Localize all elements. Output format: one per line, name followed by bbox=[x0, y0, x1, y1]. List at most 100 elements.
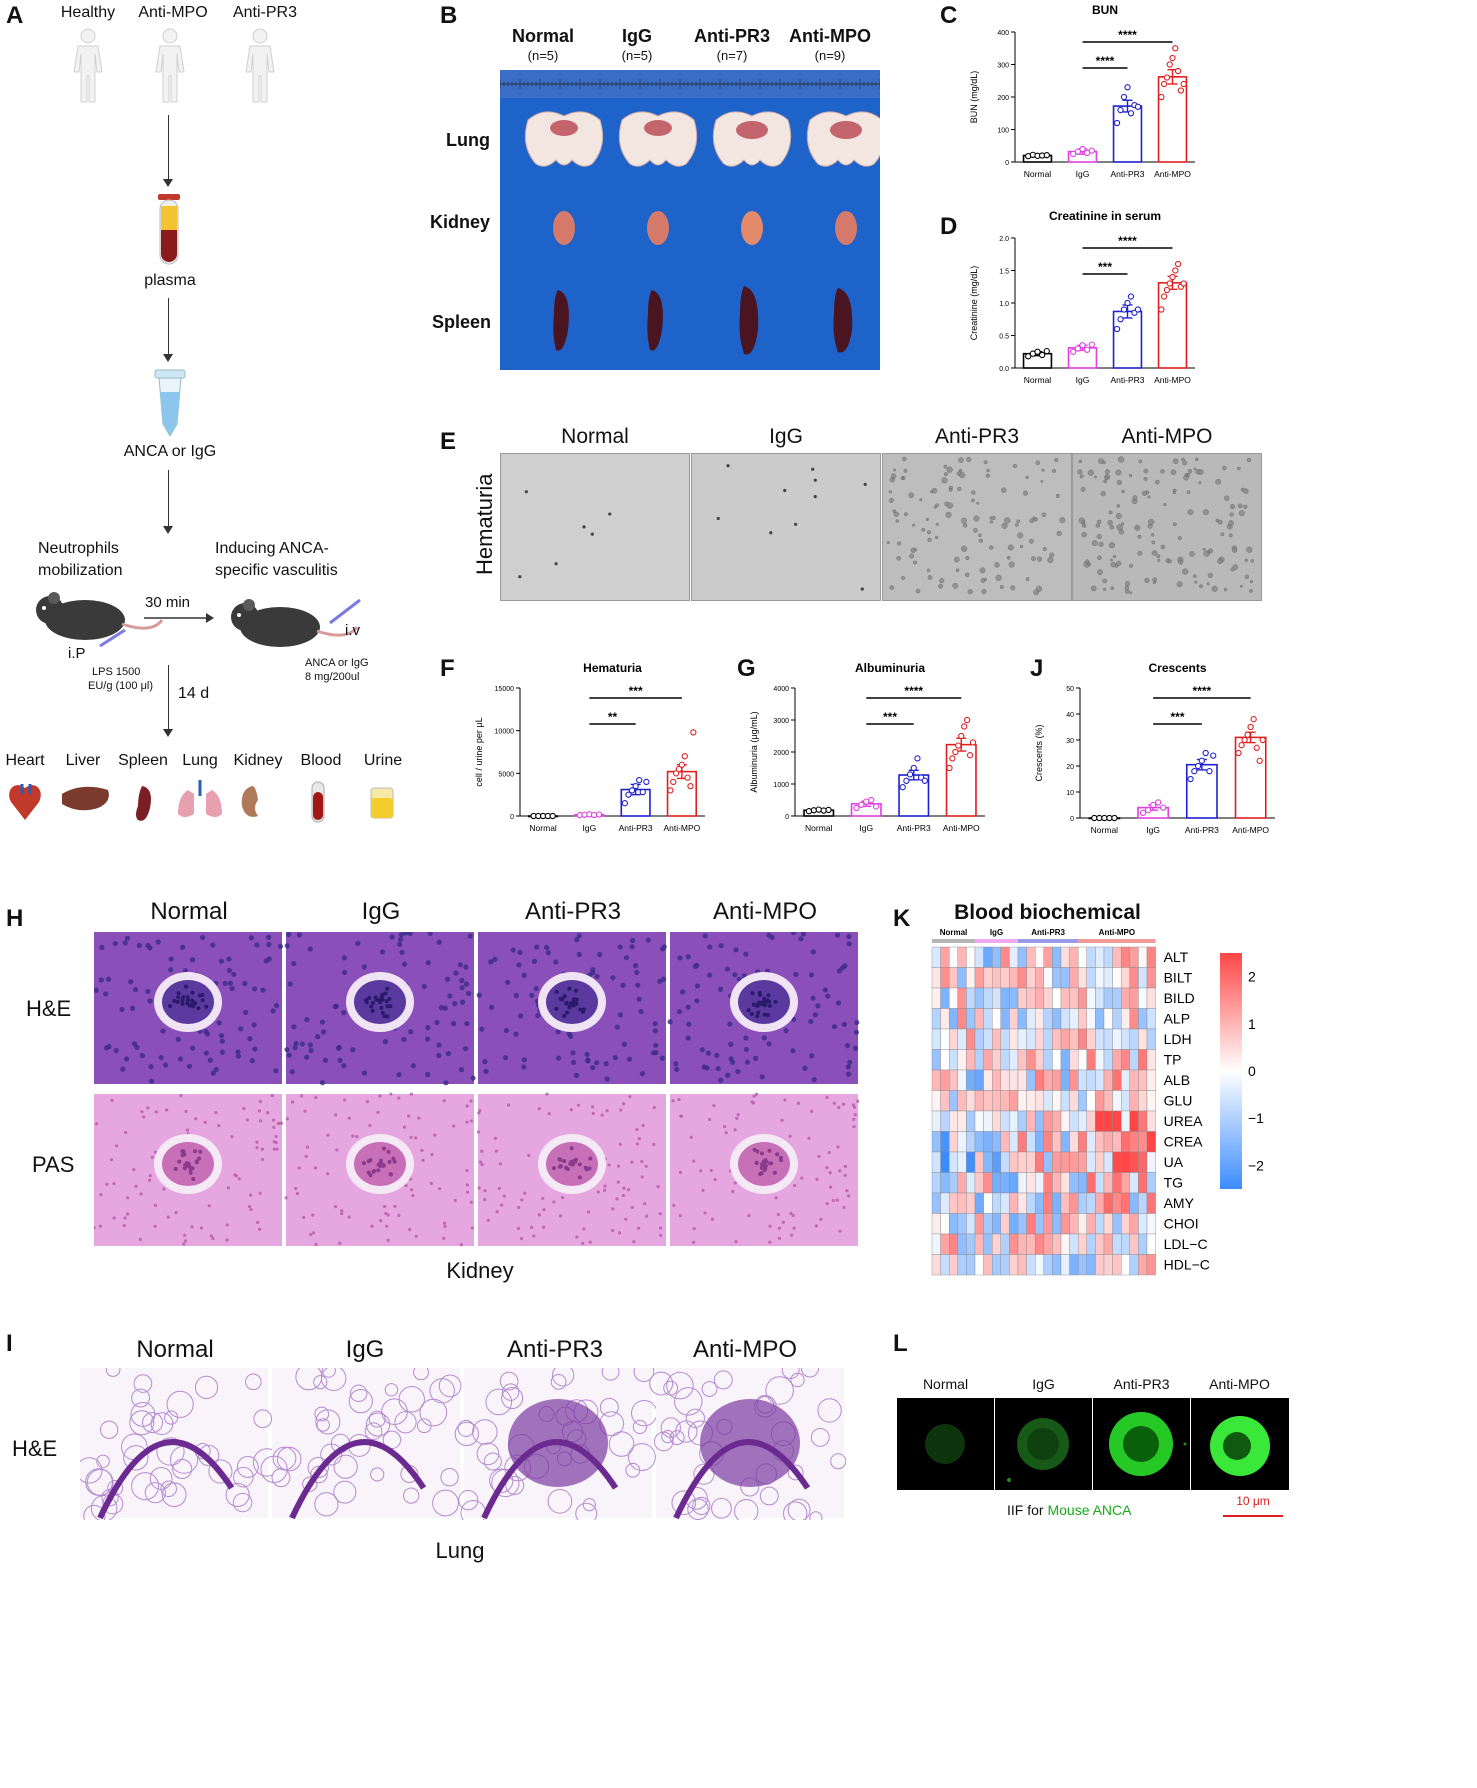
heatmap-cell bbox=[974, 1151, 984, 1173]
heatmap-cell bbox=[1034, 1131, 1044, 1153]
heatmap-cell bbox=[1017, 1172, 1027, 1194]
heatmap-cell bbox=[974, 946, 984, 968]
nucleus bbox=[603, 1188, 607, 1193]
nucleus bbox=[659, 1233, 663, 1237]
urine-cell bbox=[1103, 587, 1107, 591]
blood-icon bbox=[311, 781, 325, 823]
urine-cell bbox=[978, 533, 982, 538]
nucleus bbox=[652, 1021, 658, 1027]
nucleus bbox=[389, 1092, 393, 1096]
alveolus bbox=[458, 1490, 479, 1511]
nucleus bbox=[846, 933, 852, 940]
heatmap-cell bbox=[1069, 946, 1079, 968]
significance-label: ** bbox=[608, 710, 618, 724]
nucleus bbox=[443, 1224, 447, 1229]
heatmap-cell bbox=[957, 1213, 967, 1235]
alveolus bbox=[403, 1487, 420, 1504]
heatmap-cell bbox=[957, 1008, 967, 1030]
nucleus bbox=[533, 986, 539, 992]
glomerular-nucleus bbox=[387, 1159, 392, 1164]
nucleus bbox=[465, 1183, 469, 1187]
y-tick-label: 30 bbox=[1066, 738, 1074, 745]
y-tick-label: 0 bbox=[1070, 816, 1074, 823]
alveolus bbox=[253, 1409, 273, 1429]
nucleus bbox=[103, 991, 109, 997]
alveolus bbox=[349, 1384, 368, 1403]
nucleus bbox=[831, 1024, 838, 1030]
nucleus bbox=[730, 1059, 736, 1065]
nucleus bbox=[777, 1226, 781, 1230]
data-point bbox=[952, 748, 959, 756]
nucleus bbox=[409, 1092, 413, 1096]
urine-cell bbox=[1228, 520, 1234, 526]
alveolus bbox=[551, 1368, 575, 1387]
nucleus bbox=[155, 939, 161, 945]
urine-cell bbox=[1222, 466, 1227, 471]
nucleus bbox=[437, 1187, 442, 1191]
nucleus bbox=[307, 1042, 313, 1048]
urine-cell bbox=[1134, 524, 1141, 531]
urine-cell bbox=[995, 574, 1002, 581]
nucleus bbox=[841, 1021, 847, 1028]
heatmap-cell bbox=[1026, 1192, 1036, 1214]
nucleus bbox=[245, 1118, 249, 1122]
nucleus bbox=[694, 983, 701, 989]
heatmap-cell bbox=[1009, 1008, 1019, 1030]
urine-cell bbox=[1152, 580, 1157, 585]
heatmap-cell bbox=[1120, 1131, 1130, 1153]
nucleus bbox=[304, 1016, 310, 1023]
y-tick-label: 10 bbox=[1066, 790, 1074, 797]
nucleus bbox=[478, 1160, 483, 1164]
urine-cell bbox=[1124, 589, 1130, 594]
nucleus bbox=[139, 1052, 145, 1059]
urine-cell bbox=[955, 568, 960, 572]
heatmap-cell bbox=[974, 1213, 984, 1235]
glomerular-nucleus bbox=[757, 993, 762, 998]
heatmap-cell bbox=[1138, 1213, 1148, 1235]
data-point bbox=[899, 784, 906, 791]
urine-cell bbox=[979, 567, 986, 574]
data-point bbox=[1111, 814, 1118, 822]
urine-cell bbox=[524, 490, 528, 494]
heatmap-cell bbox=[983, 1172, 993, 1194]
heatmap-cell bbox=[1052, 1131, 1062, 1153]
alveolus bbox=[96, 1454, 110, 1469]
urine-cell bbox=[1012, 463, 1018, 468]
nucleus bbox=[148, 1064, 154, 1070]
urine-cell bbox=[1124, 581, 1131, 587]
heatmap-cell bbox=[931, 1008, 941, 1030]
glomerular-nucleus bbox=[376, 1168, 381, 1173]
urine-cell bbox=[958, 457, 964, 463]
data-point bbox=[1256, 757, 1263, 764]
heatmap-cell bbox=[1103, 1008, 1113, 1030]
glomerular-nucleus bbox=[181, 1149, 186, 1154]
nucleus bbox=[263, 958, 269, 964]
alveolus bbox=[783, 1501, 808, 1520]
urine-cell bbox=[958, 468, 963, 473]
alveolus bbox=[790, 1372, 805, 1388]
heatmap-cell bbox=[983, 1213, 993, 1235]
urine-cell bbox=[941, 477, 948, 484]
nucleus bbox=[376, 1110, 380, 1115]
urine-cell bbox=[954, 556, 960, 563]
nucleus bbox=[584, 1051, 590, 1058]
nucleus bbox=[368, 1123, 372, 1128]
nucleus bbox=[733, 1181, 737, 1185]
heatmap-cell bbox=[1060, 1090, 1070, 1112]
heatmap-cell bbox=[940, 1049, 950, 1071]
nucleus bbox=[340, 1212, 344, 1216]
column-group-bar bbox=[1018, 939, 1079, 943]
urine-cell bbox=[1187, 509, 1194, 516]
nucleus bbox=[465, 1104, 469, 1108]
nucleus bbox=[183, 1233, 187, 1237]
nucleus bbox=[347, 1215, 351, 1219]
heatmap-cell bbox=[1129, 1069, 1139, 1091]
nucleus bbox=[402, 932, 409, 936]
heatmap-cell bbox=[1052, 1049, 1062, 1071]
heatmap-cell bbox=[966, 946, 976, 968]
heatmap-cell bbox=[1138, 1131, 1148, 1153]
nucleus bbox=[603, 1184, 607, 1188]
significance-label: *** bbox=[629, 684, 643, 698]
heatmap-cell bbox=[983, 1028, 993, 1050]
nucleus bbox=[569, 1108, 573, 1112]
